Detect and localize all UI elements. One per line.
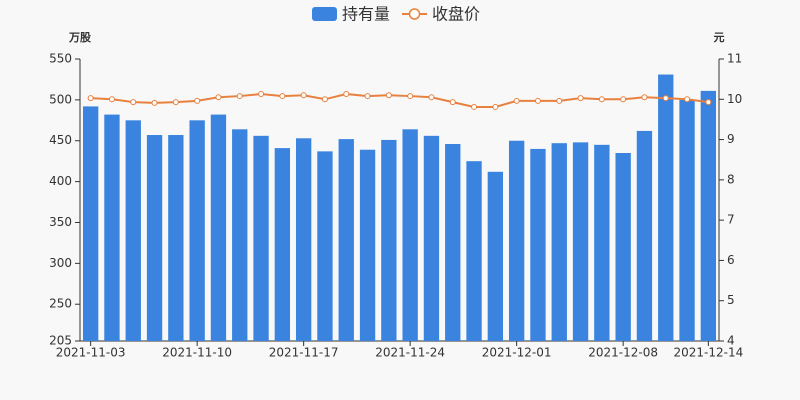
bar xyxy=(274,148,291,341)
bar xyxy=(615,153,631,341)
y2-tick-label: 6 xyxy=(727,253,735,267)
bar xyxy=(253,135,269,341)
bar xyxy=(636,130,653,341)
bar xyxy=(572,142,589,341)
line-point xyxy=(343,91,350,98)
y-axis-label: 万股 xyxy=(68,31,92,44)
y2-tick-label: 5 xyxy=(727,293,735,307)
line-point xyxy=(364,93,371,100)
bar xyxy=(445,144,461,341)
line-point xyxy=(684,96,691,103)
x-tick-label: 2021-12-14 xyxy=(673,346,743,360)
line-point xyxy=(321,96,328,103)
legend-label: 收盘价 xyxy=(432,5,480,24)
line-point xyxy=(407,93,414,100)
y2-tick-label: 10 xyxy=(727,92,742,106)
bar xyxy=(125,120,141,341)
bar xyxy=(402,129,418,341)
bar xyxy=(508,140,525,341)
bar xyxy=(338,139,354,341)
bar xyxy=(679,99,695,341)
line-point xyxy=(279,93,286,100)
line-point xyxy=(534,97,541,104)
bar xyxy=(189,120,205,341)
line-point xyxy=(598,96,605,103)
line-point xyxy=(556,97,563,104)
y-tick-label: 500 xyxy=(49,92,72,106)
y-tick-label: 205 xyxy=(49,334,72,348)
bar xyxy=(700,90,717,341)
line-point xyxy=(471,103,478,110)
bar xyxy=(466,161,482,341)
y-tick-label: 400 xyxy=(49,174,72,188)
y-tick-label: 350 xyxy=(49,215,72,229)
line-point xyxy=(236,93,243,100)
legend-label: 持有量 xyxy=(342,5,390,24)
line-point xyxy=(108,96,115,103)
line-point xyxy=(151,99,158,106)
line-point xyxy=(705,99,712,106)
bar xyxy=(210,114,227,341)
y-tick-label: 450 xyxy=(49,133,72,147)
x-tick-label: 2021-11-03 xyxy=(56,346,126,360)
x-tick-label: 2021-11-24 xyxy=(375,346,445,360)
bar xyxy=(594,144,610,341)
bar xyxy=(551,143,567,341)
y2-tick-label: 9 xyxy=(727,132,735,146)
x-tick-label: 2021-11-10 xyxy=(162,346,232,360)
bar xyxy=(658,74,674,342)
line-point xyxy=(492,103,499,110)
line-point xyxy=(194,97,201,104)
line-point xyxy=(662,95,669,102)
legend-swatch xyxy=(312,7,337,21)
bar xyxy=(168,135,184,341)
line-point xyxy=(449,99,456,106)
bar xyxy=(232,129,248,341)
line-point xyxy=(172,99,179,106)
x-tick-label: 2021-12-01 xyxy=(482,346,552,360)
line-point xyxy=(577,95,584,102)
legend: 持有量 收盘价 xyxy=(312,5,480,24)
line-point xyxy=(641,94,648,101)
bar xyxy=(423,135,440,341)
line-point xyxy=(620,96,627,103)
line-point xyxy=(215,94,222,101)
line xyxy=(90,93,709,108)
x-tick-label: 2021-12-08 xyxy=(588,346,658,360)
line-point xyxy=(428,94,435,101)
y2-axis-label: 元 xyxy=(714,31,725,44)
bar xyxy=(82,106,99,342)
bar xyxy=(359,149,376,341)
bar xyxy=(317,151,333,341)
line-point xyxy=(258,91,265,98)
bar xyxy=(530,148,546,341)
y2-tick-label: 4 xyxy=(727,334,735,348)
line-point xyxy=(513,97,520,104)
bar xyxy=(295,138,312,341)
y2-tick-label: 11 xyxy=(727,52,742,66)
bar xyxy=(381,139,397,341)
y-tick-label: 550 xyxy=(49,52,72,66)
legend-swatch-point xyxy=(408,8,421,20)
y2-tick-label: 7 xyxy=(727,213,735,227)
line-point xyxy=(130,99,137,106)
y-tick-label: 250 xyxy=(49,297,72,311)
line-point xyxy=(300,92,307,99)
bar xyxy=(146,135,163,341)
bar xyxy=(104,114,120,341)
y2-tick-label: 8 xyxy=(727,172,735,186)
y-tick-label: 300 xyxy=(49,256,72,270)
bar xyxy=(487,171,504,341)
line-point xyxy=(385,92,392,99)
x-tick-label: 2021-11-17 xyxy=(269,346,339,360)
line-point xyxy=(87,95,94,102)
